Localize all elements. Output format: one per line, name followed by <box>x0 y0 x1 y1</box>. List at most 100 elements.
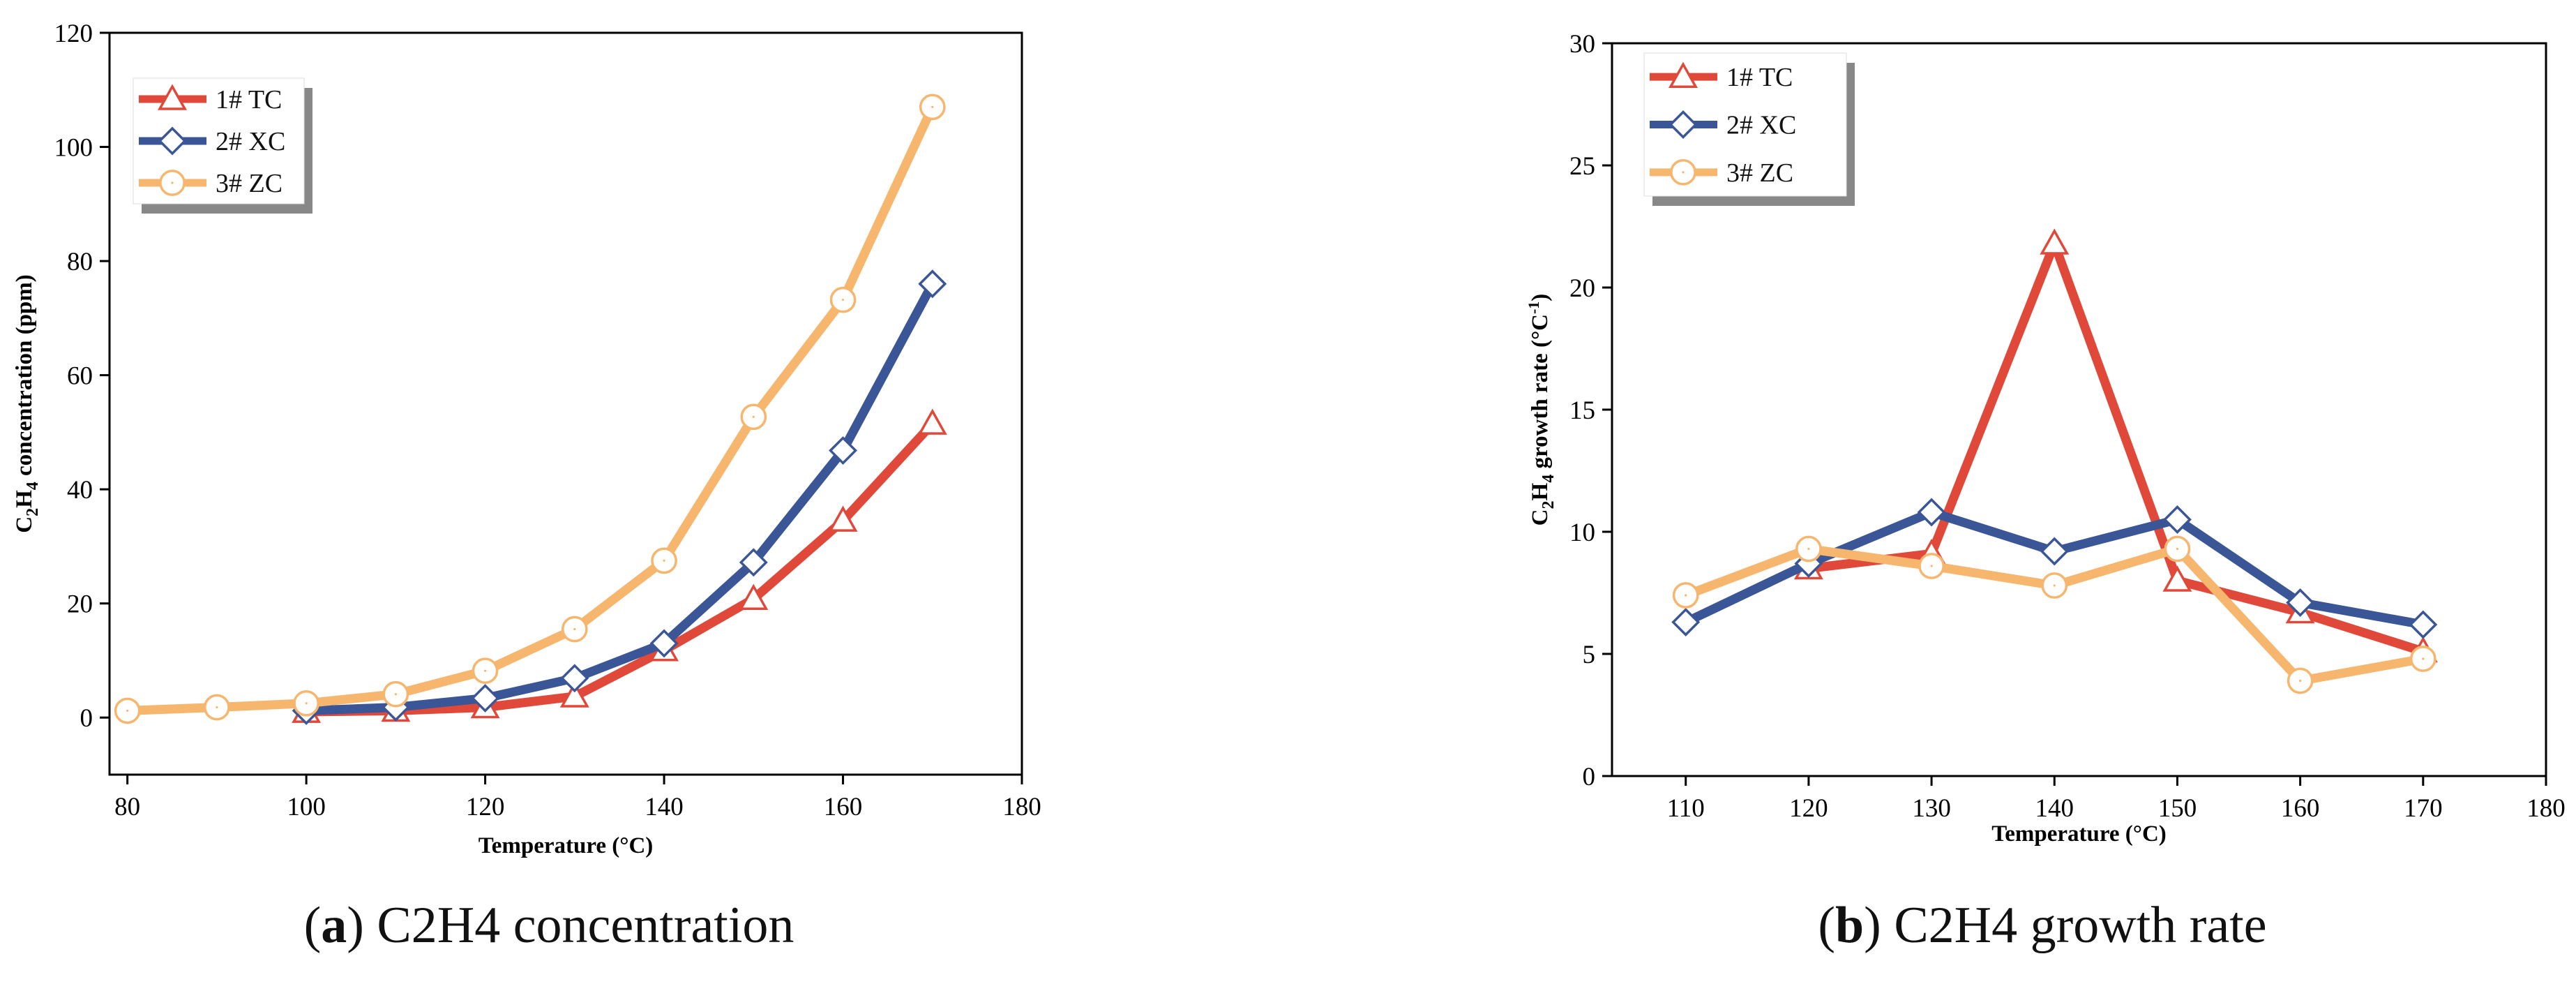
data-point <box>828 505 858 532</box>
data-point <box>917 408 947 435</box>
data-point-dot <box>1930 565 1933 567</box>
data-point-dot <box>841 299 845 301</box>
data-point <box>560 664 589 693</box>
data-point <box>2040 228 2070 255</box>
y-axis-label-close: ) <box>1528 294 1553 301</box>
y-tick-label: 0 <box>80 704 93 733</box>
data-point <box>2041 572 2068 599</box>
x-tick-label: 110 <box>1667 794 1705 823</box>
data-point <box>740 403 767 431</box>
data-point <box>382 680 409 708</box>
y-axis-label: C2H4 growth rate (°C-1) <box>1525 294 1558 526</box>
legend: 1# TC 2# XC 3# ZC <box>1643 52 1855 206</box>
series-line <box>1808 230 2425 656</box>
data-point <box>204 694 230 721</box>
x-tick-label: 180 <box>2526 794 2566 823</box>
y-tick-label: 20 <box>1569 274 1595 303</box>
x-tick-label: 120 <box>466 793 505 821</box>
y-tick-label: 15 <box>1569 396 1595 425</box>
data-point <box>293 689 319 717</box>
data-point-dot <box>663 559 665 562</box>
chart-concentration: 80 100 120 140 160 180 0 20 40 60 80 100 120 Temperat… <box>12 20 1041 858</box>
data-point <box>739 583 769 610</box>
y-axis-label-part: concentration (ppm) <box>12 274 37 482</box>
y-tick-label: 10 <box>1569 519 1595 547</box>
data-point <box>1671 608 1701 636</box>
data-point <box>649 629 679 658</box>
y-axis-label-sup: -1 <box>1525 301 1542 314</box>
y-tick-label: 5 <box>1583 641 1596 669</box>
y-tick-label: 20 <box>67 590 93 619</box>
data-point <box>2162 565 2192 592</box>
y-tick-label: 25 <box>1569 152 1595 181</box>
data-point <box>2409 646 2436 672</box>
x-tick-label: 140 <box>645 793 684 821</box>
x-tick-label: 140 <box>2035 794 2074 823</box>
legend: 1# TC 2# XC 3# ZC <box>133 77 312 214</box>
y-tick-label: 0 <box>1583 763 1596 791</box>
y-axis-label-part: H <box>1528 482 1553 500</box>
y-tick-label: 80 <box>67 248 93 276</box>
legend-marker <box>159 170 186 196</box>
y-axis-label-part: C <box>12 516 37 533</box>
data-point <box>1672 582 1699 609</box>
legend-marker <box>1669 110 1698 139</box>
plot-frame <box>108 31 1023 776</box>
series-3-zc <box>1672 535 2436 694</box>
data-point-dot <box>394 693 397 696</box>
caption-a-text: C2H4 concentration <box>377 897 794 954</box>
data-point <box>829 436 858 465</box>
legend-label: 3# ZC <box>216 169 283 198</box>
y-axis-label-part: 4 <box>1539 475 1558 483</box>
y-tick-label: 30 <box>1569 30 1595 59</box>
data-point-dot <box>752 415 755 418</box>
chart-growth-rate: 110 120 130 140 150 160 170 180 0 5 10 15 20 25 30 Temp… <box>1525 30 2566 847</box>
data-point <box>2040 537 2069 566</box>
data-point-dot <box>1807 547 1810 551</box>
x-tick-label: 160 <box>2281 794 2320 823</box>
data-point <box>2287 667 2314 694</box>
series-3-zc <box>114 94 946 724</box>
series-2-xc <box>1671 498 2438 639</box>
series-line <box>1683 507 2424 629</box>
y-axis-label-part: 2 <box>24 508 42 516</box>
data-point <box>2409 610 2438 639</box>
caption-a-label: a <box>321 897 347 954</box>
data-point <box>1917 498 1946 527</box>
x-tick-label: 170 <box>2404 794 2443 823</box>
legend-marker-dot <box>1682 171 1685 174</box>
x-tick-label: 80 <box>114 793 140 821</box>
y-tick-label: 100 <box>54 134 93 163</box>
data-point-dot <box>305 702 308 705</box>
data-point-dot <box>2053 584 2056 587</box>
y-axis-label-part: 2 <box>1539 500 1558 509</box>
data-point <box>739 548 768 577</box>
data-point <box>114 697 141 724</box>
y-axis-label-part: H <box>12 490 37 508</box>
data-point <box>472 657 499 685</box>
data-point-dot <box>216 706 218 709</box>
legend-marker <box>158 126 187 156</box>
data-point-dot <box>126 709 129 713</box>
data-point-dot <box>2299 679 2302 683</box>
series-2-xc <box>292 269 947 725</box>
data-point <box>1918 553 1945 579</box>
data-point <box>651 547 677 574</box>
data-point-dot <box>2422 657 2425 660</box>
data-point <box>471 683 500 713</box>
data-point <box>919 94 946 121</box>
legend-label: 1# TC <box>216 85 282 114</box>
x-tick-label: 150 <box>2158 794 2197 823</box>
data-point-dot <box>1685 594 1687 597</box>
x-axis-label: Temperature (°C) <box>479 833 654 858</box>
series-line <box>306 420 936 717</box>
legend-marker-dot <box>171 181 174 184</box>
y-axis-label-part: growth rate (°C <box>1528 314 1553 475</box>
x-tick-label: 180 <box>1002 793 1041 821</box>
data-point <box>829 286 857 313</box>
data-point-dot <box>931 105 934 108</box>
x-tick-label: 160 <box>824 793 863 821</box>
data-point <box>2286 588 2315 617</box>
data-point-dot <box>573 627 576 631</box>
